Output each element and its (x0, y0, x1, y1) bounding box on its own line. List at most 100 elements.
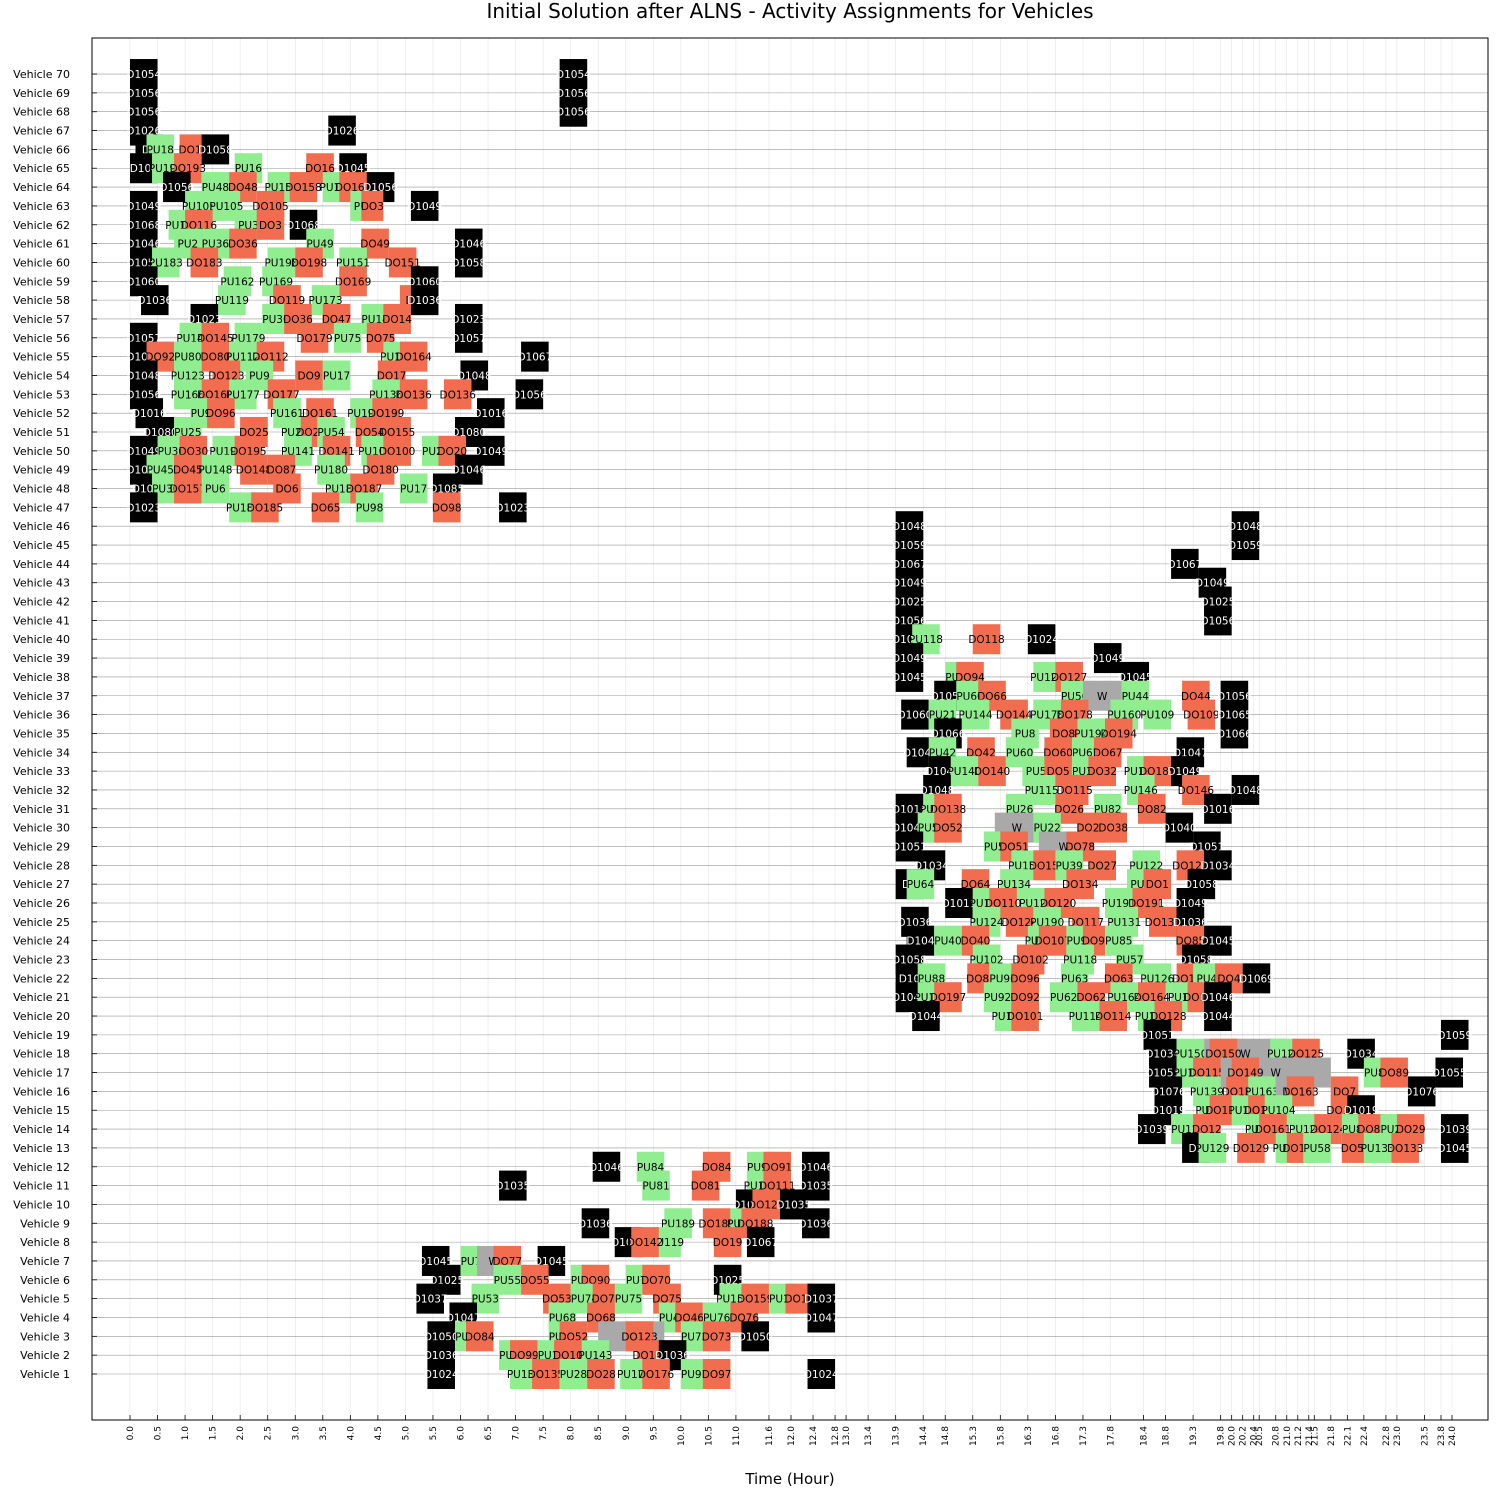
activity-label: DO28 (586, 1369, 616, 1381)
activity-bar (201, 473, 230, 504)
activity-bar (361, 190, 384, 221)
x-tick-label: 13.0 (842, 1426, 852, 1446)
activity-label: PU6 (205, 484, 226, 496)
activity-pu: PU17 (322, 360, 351, 391)
x-tick-label: 4.0 (346, 1426, 356, 1441)
y-tick-label: Vehicle 17 (13, 1067, 70, 1080)
activity-label: DO142 (627, 1237, 663, 1249)
y-tick-label: Vehicle 48 (13, 483, 70, 496)
activity-label: D1059 (1228, 540, 1263, 552)
activity-do: DO82 (1137, 793, 1167, 824)
activity-do: DO140 (974, 756, 1010, 787)
x-tick-label: 12.4 (809, 1426, 819, 1446)
y-tick-label: Vehicle 9 (20, 1217, 70, 1230)
x-tick-label: 20.0 (1228, 1426, 1238, 1446)
activity-label: D1055 (1432, 1068, 1467, 1080)
activity-label: DO96 (206, 408, 236, 420)
activity-label: DO183 (186, 257, 222, 269)
activity-pu: PU119 (215, 285, 249, 316)
activity-bar (691, 1170, 720, 1201)
x-tick-label: 18.8 (1162, 1426, 1172, 1446)
activity-do: DO158 (285, 172, 322, 203)
y-tick-label: Vehicle 16 (13, 1085, 70, 1098)
y-tick-label: Vehicle 49 (13, 464, 70, 477)
y-tick-label: Vehicle 59 (13, 275, 70, 288)
activity-label: D1024 (424, 1369, 459, 1381)
x-tick-label: 14.4 (919, 1426, 929, 1446)
y-tick-label: Vehicle 43 (13, 577, 70, 590)
activity-do: DO169 (335, 266, 371, 297)
activity-label: DO98 (432, 502, 462, 514)
activity-bar (240, 454, 268, 485)
activity-label: PU73 (681, 1331, 708, 1343)
y-tick-label: Vehicle 57 (13, 313, 70, 326)
activity-label: D1059 (1437, 1030, 1472, 1042)
activity-depot: D1067 (743, 1227, 778, 1258)
activity-label: PU55 (494, 1275, 521, 1287)
activity-label: PU114 (1069, 1011, 1103, 1023)
y-tick-label: Vehicle 53 (13, 388, 70, 401)
activity-do: DO118 (968, 624, 1005, 655)
x-tick-label: 5.5 (429, 1426, 439, 1440)
x-tick-label: 13.4 (864, 1426, 874, 1446)
x-tick-label: 2.5 (264, 1426, 274, 1440)
activity-bar (702, 1359, 731, 1389)
x-tick-label: 22.1 (1343, 1426, 1353, 1446)
activity-bar (1391, 1132, 1419, 1163)
activity-label: D1037 (413, 1294, 448, 1306)
x-tick-label: 6.5 (484, 1426, 494, 1440)
activity-do: DO32 (1087, 756, 1117, 787)
activity-bar (454, 247, 483, 278)
activity-pu: PU114 (1069, 1001, 1103, 1032)
y-tick-label: Vehicle 14 (13, 1123, 70, 1136)
activity-bar (399, 379, 428, 410)
activity-label: D1067 (743, 1237, 778, 1249)
y-tick-label: Vehicle 60 (13, 256, 70, 269)
x-tick-label: 15.8 (996, 1426, 1006, 1446)
activity-depot: D1057 (451, 322, 486, 353)
activity-label: D1039 (1134, 1124, 1169, 1136)
y-tick-label: Vehicle 6 (20, 1274, 70, 1287)
activity-bar (130, 492, 158, 523)
y-tick-label: Vehicle 50 (13, 445, 70, 458)
activity-label: DO52 (933, 823, 963, 835)
activity-label: PU30 (152, 484, 179, 496)
activity-do: DO81 (691, 1170, 720, 1201)
activity-do: DO73 (702, 1321, 731, 1352)
y-tick-label: Vehicle 4 (20, 1311, 70, 1324)
activity-label: DO3 (259, 220, 282, 232)
x-tick-label: 8.5 (594, 1426, 604, 1440)
activity-do: DO148 (236, 454, 272, 485)
activity-depot: D1019 (942, 888, 976, 918)
x-tick-label: 22.8 (1382, 1426, 1392, 1446)
y-tick-label: Vehicle 39 (13, 652, 70, 665)
activity-label: D1056 (1200, 615, 1235, 627)
activity-label: DO55 (520, 1275, 550, 1287)
y-tick-label: Vehicle 18 (13, 1048, 70, 1061)
activity-label: DO136 (395, 389, 432, 401)
activity-label: PU17 (323, 370, 350, 382)
activity-depot: D1045 (534, 1245, 569, 1276)
activity-do: DO157 (170, 473, 206, 504)
activity-do: DO133 (1387, 1132, 1423, 1163)
activity-bar (614, 1283, 643, 1314)
activity-bar (229, 228, 257, 259)
activity-label: DO65 (311, 502, 341, 514)
activity-label: D1026 (325, 126, 360, 138)
activity-label: PU98 (356, 502, 383, 514)
activity-label: PU64 (907, 879, 935, 891)
activity-label: D1076 (1404, 1086, 1439, 1098)
activity-depot: D1024 (1024, 624, 1059, 655)
activity-pu: PU133 (1361, 1132, 1395, 1163)
x-tick-label: 20.4 (1250, 1426, 1260, 1446)
activity-label: DO158 (285, 182, 321, 194)
x-tick-label: 22.4 (1360, 1426, 1370, 1446)
activity-label: W (1097, 691, 1108, 703)
activity-pu: PU60 (1005, 737, 1034, 768)
activity-do: DO179 (296, 322, 333, 353)
activity-bar (934, 812, 962, 843)
activity-pu: PU64 (906, 869, 935, 900)
activity-depot: D1056 (512, 379, 547, 410)
activity-w: W (1082, 680, 1122, 711)
